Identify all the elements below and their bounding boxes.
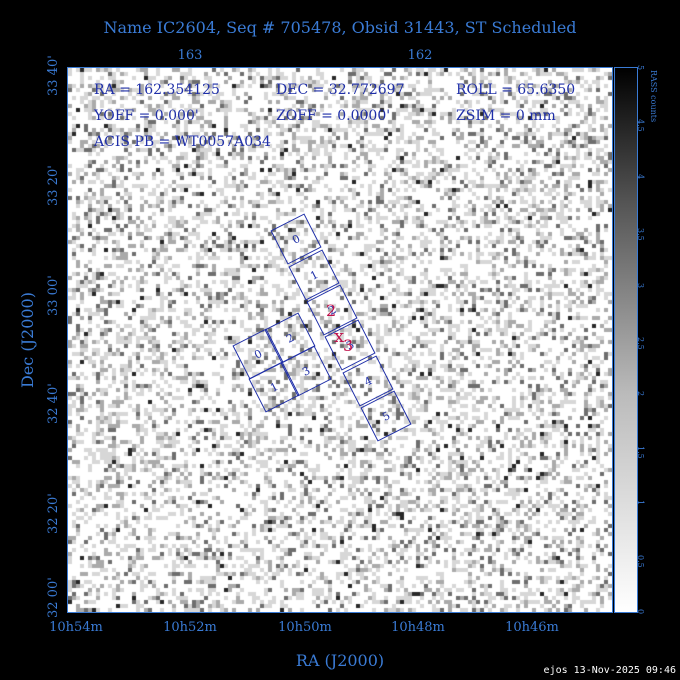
page-title: Name IC2604, Seq # 705478, Obsid 31443, …: [103, 18, 577, 37]
roll-readout: ROLL = 65.6350: [456, 82, 576, 98]
colorbar-label: RASS counts: [649, 70, 658, 123]
colorbar-tick-label: 2: [636, 391, 645, 397]
rass-background-image: [68, 68, 612, 612]
aimpoint-marker: x: [334, 326, 344, 347]
bottom-tick-label: 10h50m: [278, 620, 332, 635]
chip-label: 2: [284, 331, 296, 346]
zsim-readout: ZSIM = 0 mm: [456, 108, 556, 124]
acis-chip: 1: [248, 361, 300, 413]
yoff-readout: YOFF = 0.000': [94, 108, 199, 124]
bottom-tick-label: 10h48m: [391, 620, 445, 635]
zoff-readout: ZOFF = 0.0000': [276, 108, 391, 124]
colorbar-tick-label: 1.5: [636, 445, 645, 459]
chip-label: 3: [300, 364, 312, 379]
left-tick-label: 32 20': [46, 493, 61, 534]
ra-readout: RA = 162.354125: [94, 82, 220, 98]
acis-chip: 0: [270, 213, 322, 265]
colorbar-tick-label: 0: [636, 609, 645, 615]
colorbar-tick-label: 4.5: [636, 119, 645, 133]
s-array-marker: 3: [343, 336, 353, 355]
x-axis-label: RA (J2000): [295, 651, 385, 670]
acis-readout: ACIS PB = WT0057A034: [94, 134, 271, 150]
colorbar-tick-label: 2.5: [636, 337, 645, 350]
chip-label: 5: [380, 409, 392, 424]
top-tick-label: 163: [177, 48, 203, 63]
i-array-marker: 2: [326, 301, 336, 320]
left-tick-label: 33 20': [46, 165, 61, 206]
colorbar-tick-label: 4: [636, 173, 645, 179]
left-tick-label: 32 00': [46, 577, 61, 618]
left-tick-label: 33 40': [46, 55, 61, 96]
dec-readout: DEC = 32.772697: [276, 82, 405, 98]
colorbar: [614, 67, 638, 613]
y-axis-label: Dec (J2000): [18, 292, 37, 388]
top-tick-label: 162: [407, 48, 433, 63]
chip-label: 0: [252, 347, 264, 362]
bottom-tick-label: 10h52m: [163, 620, 217, 635]
acis-chip: 1: [288, 249, 340, 301]
chip-label: 4: [362, 374, 374, 389]
chip-label: 0: [290, 232, 302, 247]
left-tick-label: 33 00': [46, 275, 61, 316]
acis-chip: 0: [232, 328, 284, 380]
colorbar-tick-label: 3: [636, 282, 645, 288]
colorbar-tick-label: 0.5: [636, 554, 645, 568]
colorbar-tick-label: 5: [636, 65, 645, 71]
chip-label: 1: [268, 380, 280, 395]
footer-timestamp: ejos 13-Nov-2025 09:46: [543, 665, 676, 676]
left-tick-label: 32 40': [46, 383, 61, 424]
acis-chip: 3: [280, 345, 332, 397]
acis-chip: 4: [342, 355, 394, 407]
acis-chip: 5: [360, 390, 412, 442]
bottom-tick-label: 10h46m: [505, 620, 559, 635]
bottom-tick-label: 10h54m: [49, 620, 103, 635]
acis-chip: 2: [264, 312, 316, 364]
colorbar-tick-label: 1: [636, 500, 645, 506]
chip-label: 1: [308, 268, 320, 283]
colorbar-tick-label: 3.5: [636, 228, 645, 241]
